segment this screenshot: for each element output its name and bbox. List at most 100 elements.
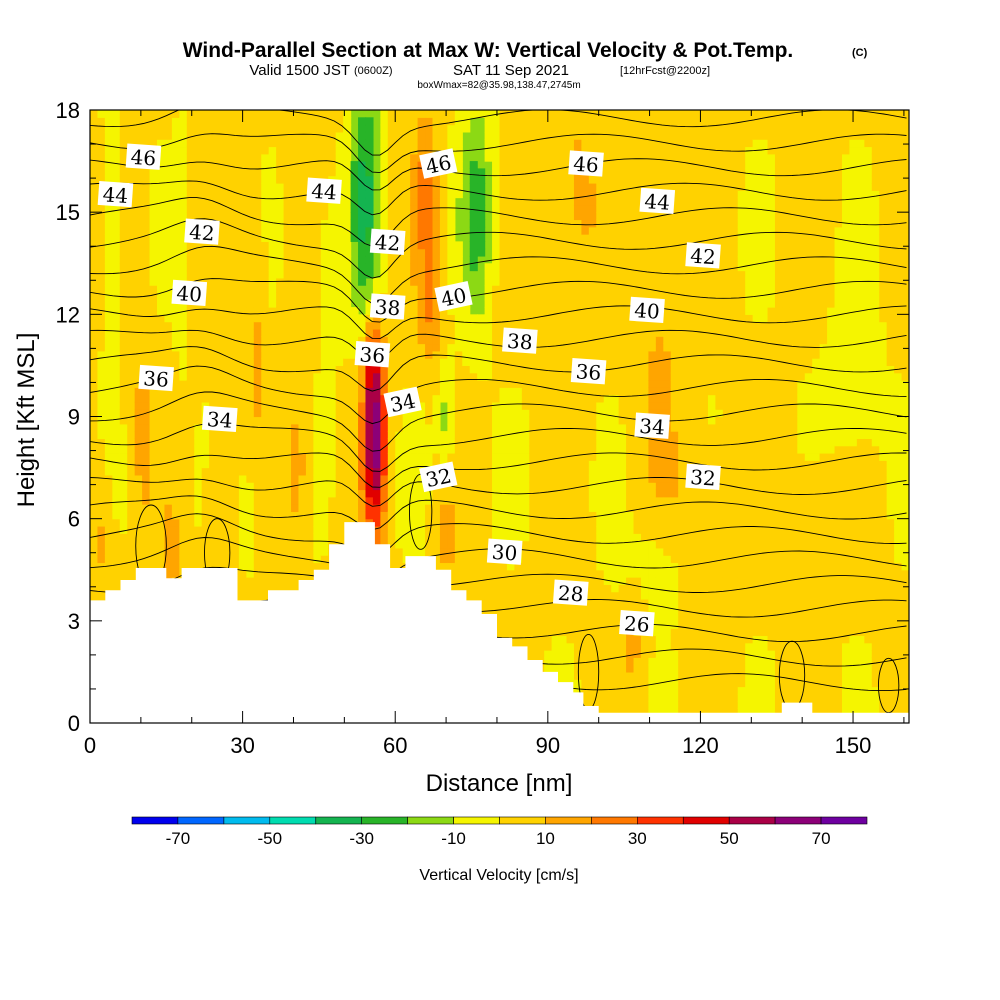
vv-cell [261,452,270,461]
vv-cell [112,555,121,564]
vv-cell [372,416,381,425]
vv-cell [134,226,143,235]
vv-cell [402,182,411,191]
vv-cell [320,168,329,177]
vv-cell [134,307,143,315]
vv-cell [224,124,233,133]
vv-cell [216,190,225,199]
vv-cell [238,387,247,396]
vv-cell [320,307,329,315]
vv-cell [469,423,478,432]
vv-cell [268,124,277,133]
box-info: boxWmax=82@35.98,138.47,2745m [417,80,580,91]
vv-cell [506,219,515,228]
vv-cell [425,197,434,206]
vv-cell [395,182,404,191]
vv-cell [536,452,545,461]
vv-cell [320,161,329,169]
vv-cell [194,380,203,388]
vv-cell [313,307,322,315]
vv-cell [514,380,523,388]
vv-cell [104,117,113,126]
vv-cell [425,431,434,439]
vv-cell [90,591,99,600]
vv-cell [276,175,285,184]
vv-cell [313,131,322,140]
vv-cell [469,460,478,469]
vv-cell [484,387,493,396]
vv-cell [216,387,225,396]
vv-cell [112,482,121,491]
vv-cell [447,139,456,148]
vv-cell [305,401,314,410]
vv-cell [119,504,128,512]
vv-cell [157,219,166,228]
vv-cell [253,555,262,564]
vv-cell [492,525,501,534]
vv-cell [387,452,396,461]
vv-cell [142,248,151,257]
vv-cell [261,241,270,250]
vv-cell [462,525,471,534]
vv-cell [119,263,128,272]
vv-cell [90,285,99,294]
vv-cell [216,277,225,286]
vv-cell [529,277,538,286]
vv-cell [209,241,218,250]
vv-cell [432,124,441,133]
vv-cell [514,569,523,578]
vv-cell [134,314,143,323]
vv-cell [462,314,471,323]
vv-cell [439,562,448,571]
vv-cell [291,547,300,556]
vv-cell [149,533,158,542]
vv-cell [313,321,322,330]
vv-cell [112,117,121,126]
vv-cell [194,533,203,542]
vv-cell [343,372,352,381]
vv-cell [231,438,240,447]
vv-cell [291,190,300,199]
vv-cell [209,358,218,367]
vv-cell [410,321,419,330]
vv-cell [506,241,515,250]
vv-cell [514,518,523,527]
vv-cell [127,562,136,571]
vv-cell [499,467,508,476]
vv-cell [447,234,456,242]
vv-cell [283,175,292,184]
vv-cell [335,460,344,469]
vv-cell [134,416,143,425]
vv-cell [462,533,471,542]
vv-cell [231,270,240,279]
vv-cell [246,204,255,213]
vv-cell [313,555,322,564]
vv-cell [142,562,151,571]
vv-cell [90,445,99,454]
vv-cell [447,212,456,221]
vv-cell [224,394,233,403]
vv-cell [209,190,218,199]
vv-cell [246,438,255,447]
vv-cell [469,263,478,272]
vv-cell [276,270,285,279]
vv-cell [395,153,404,162]
vv-cell [529,380,538,388]
vv-cell [372,482,381,491]
vv-cell [536,584,545,593]
vv-cell [521,562,530,571]
vv-cell [97,577,106,585]
vv-cell [492,504,501,512]
vv-cell [231,219,240,228]
vv-cell [529,577,538,585]
vv-cell [358,314,367,323]
vv-cell [276,540,285,549]
vv-cell [447,525,456,534]
vv-cell [90,146,99,155]
vv-cell [492,175,501,184]
vv-cell [469,328,478,337]
vv-cell [506,598,515,607]
vv-cell [276,547,285,556]
vv-cell [402,518,411,527]
vv-cell [276,460,285,469]
